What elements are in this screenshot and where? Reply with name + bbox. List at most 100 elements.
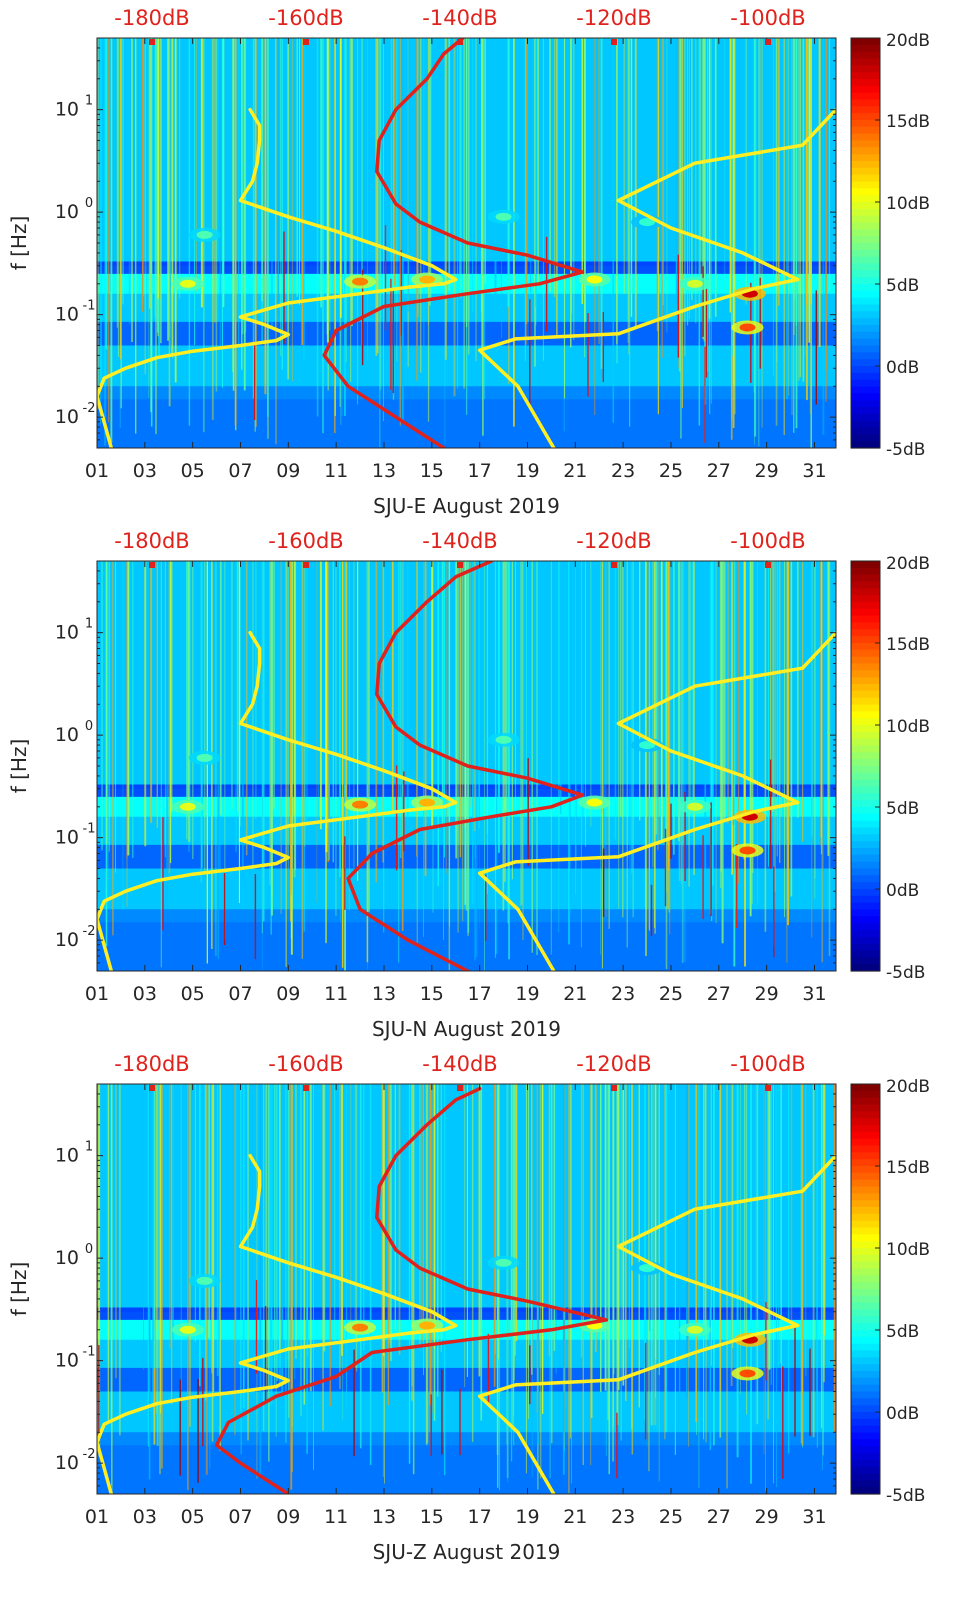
heatmap-streak (179, 38, 181, 300)
heatmap-blob (686, 802, 703, 811)
colorbar-segment (851, 930, 880, 938)
heatmap-streak (115, 1084, 117, 1379)
x-tick-label: 21 (563, 983, 587, 1005)
heatmap-streak (416, 561, 418, 945)
colorbar-segment (851, 379, 880, 388)
heatmap-streak (779, 561, 781, 863)
colorbar-label: 20dB (886, 1077, 930, 1097)
x-tick-label: 13 (372, 460, 396, 482)
heatmap-streak (711, 561, 713, 921)
heatmap-streak (196, 38, 197, 292)
heatmap-streak (287, 561, 289, 861)
heatmap-streak (820, 561, 821, 846)
heatmap-streak (487, 561, 488, 895)
heatmap-streak (678, 1084, 681, 1427)
heatmap-streak (571, 1084, 572, 1484)
colorbar-segment (851, 1459, 880, 1468)
heatmap-area (97, 1084, 836, 1494)
heatmap-streak (698, 1084, 700, 1488)
heatmap-streak (357, 561, 359, 881)
colorbar-segment (851, 1111, 880, 1119)
heatmap-streak (472, 38, 473, 313)
colorbar-segment (851, 1295, 880, 1304)
heatmap-streak (393, 38, 396, 286)
colorbar-segment (851, 622, 880, 630)
heatmap-streak (768, 561, 769, 867)
heatmap-streak (144, 561, 147, 847)
y-tick-label: 10 (55, 724, 79, 746)
heatmap-streak (650, 884, 653, 936)
heatmap-streak (160, 561, 162, 968)
colorbar-segment (851, 400, 880, 408)
y-tick-exponent: -1 (83, 1345, 96, 1360)
heatmap-streak (303, 1084, 306, 1405)
heatmap-streak (339, 1084, 341, 1390)
colorbar-segment (851, 581, 880, 589)
heatmap-streak (219, 38, 222, 348)
heatmap-streak (271, 561, 273, 916)
heatmap-streak (356, 1084, 358, 1372)
x-axis-label: SJU-E August 2019 (373, 494, 560, 518)
colorbar-segment (851, 895, 880, 904)
colorbar-segment (851, 670, 880, 678)
heatmap-streak (261, 38, 264, 345)
colorbar-segment (851, 1275, 880, 1283)
colorbar-segment (851, 1350, 880, 1358)
heatmap-streak (590, 1084, 592, 1466)
colorbar-segment (851, 325, 880, 333)
heatmap-streak (783, 38, 785, 435)
top-axis-label: -160dB (268, 1052, 343, 1076)
heatmap-streak (110, 1084, 112, 1419)
heatmap-streak (254, 341, 256, 420)
red-reference-curve (346, 561, 585, 971)
colorbar-segment (851, 923, 880, 931)
heatmap-streak (828, 38, 831, 290)
heatmap-streak (782, 561, 784, 829)
heatmap-blob (419, 1321, 436, 1330)
x-axis-label: SJU-Z August 2019 (373, 1540, 561, 1564)
x-tick-label: 23 (611, 1506, 635, 1528)
colorbar-segment (851, 393, 880, 401)
heatmap-streak (416, 38, 418, 381)
heatmap-streak (155, 38, 157, 435)
colorbar-segment (851, 1289, 880, 1297)
colorbar-segment (851, 909, 880, 917)
heatmap-streak (379, 38, 381, 448)
heatmap-streak (199, 1084, 201, 1387)
heatmap-streak (754, 38, 755, 445)
heatmap-streak (529, 1345, 531, 1405)
colorbar-segment (851, 434, 880, 442)
colorbar-segment (851, 174, 880, 183)
heatmap-streak (243, 38, 246, 391)
heatmap-streak (387, 1084, 389, 1405)
colorbar-segment (851, 243, 880, 251)
x-tick-label: 31 (802, 1506, 826, 1528)
colorbar-segment (851, 1343, 880, 1352)
colorbar-segment (851, 413, 880, 422)
colorbar-segment (851, 649, 880, 658)
heatmap-streak (590, 561, 592, 827)
heatmap-streak (247, 1084, 249, 1395)
x-tick-label: 03 (133, 983, 157, 1005)
heatmap-streak (652, 561, 654, 868)
heatmap-streak (379, 38, 382, 390)
heatmap-streak (580, 561, 582, 948)
colorbar-segment (851, 1234, 880, 1242)
heatmap-streak (211, 1084, 214, 1442)
heatmap-streak (300, 1084, 302, 1417)
heatmap-streak (650, 1084, 652, 1426)
heatmap-streak (396, 38, 398, 362)
colorbar-segment (851, 950, 880, 958)
colorbar-frame (850, 37, 881, 449)
colorbar-segment (851, 1487, 880, 1495)
heatmap-streak (354, 1084, 356, 1341)
heatmap-streak (584, 38, 586, 322)
heatmap-streak (329, 1084, 332, 1407)
x-tick-label: 15 (420, 983, 444, 1005)
heatmap-streak (296, 38, 298, 297)
colorbar-segment (851, 567, 880, 576)
heatmap-streak (480, 1084, 483, 1421)
heatmap-streak (687, 1084, 689, 1354)
heatmap-streak (644, 1084, 646, 1421)
heatmap-streak (796, 561, 799, 818)
